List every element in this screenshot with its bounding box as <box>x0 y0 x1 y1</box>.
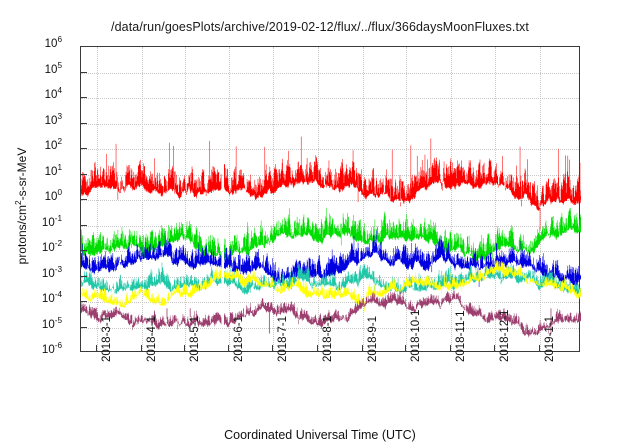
x-axis-tick-label: 2018-9-1 <box>366 315 379 362</box>
y-axis-tick-mark <box>80 97 87 98</box>
y-axis-tick-label: 101 <box>18 163 62 179</box>
x-axis-tick-mark <box>361 345 363 352</box>
x-axis-tick-label: 2018-5-1 <box>188 315 201 362</box>
y-tick-mantissa: 10 <box>44 63 58 76</box>
y-tick-exponent: -1 <box>54 213 62 223</box>
x-axis-tick-mark <box>141 345 142 352</box>
y-tick-exponent: 0 <box>57 188 62 198</box>
y-tick-mantissa: 10 <box>41 267 55 280</box>
y-axis-tick-label: 102 <box>18 138 62 153</box>
y-axis-tick-mark <box>80 326 87 328</box>
x-axis-tick-label: 2018-10-1 <box>410 309 422 362</box>
y-axis-tick-label: 103 <box>18 112 62 128</box>
x-axis-tick-label: 2018-12-1 <box>499 309 511 362</box>
y-tick-mantissa: 10 <box>44 38 58 50</box>
y-axis-tick-mark <box>80 173 87 175</box>
x-axis-tick-mark <box>183 345 185 352</box>
x-axis-tick-label: 2018-8-1 <box>321 315 334 362</box>
y-tick-exponent: 4 <box>57 86 62 96</box>
y-tick-mantissa: 10 <box>44 191 58 203</box>
y-tick-mantissa: 10 <box>41 293 55 305</box>
y-tick-mantissa: 10 <box>44 114 58 127</box>
flux-traces-canvas <box>81 47 581 353</box>
x-axis-tick-label: 2018-4-1 <box>146 315 158 362</box>
y-tick-exponent: 6 <box>57 35 62 45</box>
y-tick-mantissa: 10 <box>44 140 58 152</box>
y-axis-tick-label: 105 <box>18 61 62 77</box>
y-axis-tick-label: 104 <box>18 87 62 102</box>
y-axis-tick-mark <box>80 250 87 251</box>
x-axis-tick-mark <box>96 345 97 352</box>
y-axis-tick-mark <box>80 71 87 73</box>
page-title: /data/run/goesPlots/archive/2019-02-12/f… <box>111 20 529 34</box>
x-axis-title: Coordinated Universal Time (UTC) <box>224 428 416 442</box>
x-axis-tick-label: 2018-7-1 <box>276 315 289 362</box>
x-axis-tick-mark <box>539 345 540 352</box>
y-tick-mantissa: 10 <box>44 165 58 178</box>
y-tick-exponent: -4 <box>54 290 62 300</box>
y-axis-tick-label: 10-2 <box>18 240 62 255</box>
x-axis-tick-mark <box>494 345 495 352</box>
y-axis-tick-label: 10-4 <box>18 291 62 306</box>
plot-frame <box>80 46 581 353</box>
x-axis-tick-label: 2018-11-1 <box>455 310 467 362</box>
y-axis-tick-label: 10-3 <box>18 265 62 281</box>
x-axis-tick-mark <box>271 345 273 352</box>
y-axis-tick-label: 106 <box>18 36 62 51</box>
y-tick-exponent: -5 <box>54 315 62 325</box>
y-axis-tick-label: 10-1 <box>18 214 62 230</box>
y-tick-mantissa: 10 <box>41 344 55 356</box>
x-axis-tick-mark <box>316 345 318 352</box>
y-axis-title-base: protons/cm <box>15 205 29 265</box>
y-axis-tick-mark <box>80 122 87 124</box>
x-axis-tick-label: 2018-6-1 <box>233 315 245 362</box>
y-tick-exponent: 5 <box>57 60 62 70</box>
y-axis-tick-label: 100 <box>18 189 62 204</box>
y-axis-tick-label: 10-6 <box>18 342 62 357</box>
y-tick-exponent: -2 <box>54 239 62 249</box>
y-axis-tick-label: 10-5 <box>18 316 62 332</box>
y-tick-exponent: -6 <box>54 341 62 351</box>
y-tick-mantissa: 10 <box>41 242 55 254</box>
y-tick-exponent: -3 <box>54 264 62 274</box>
x-axis-tick-mark <box>450 345 451 352</box>
y-tick-exponent: 3 <box>57 111 62 121</box>
y-axis-tick-mark <box>80 148 87 149</box>
x-axis-tick-mark <box>228 345 229 352</box>
y-axis-tick-mark <box>80 301 87 302</box>
y-tick-exponent: 1 <box>57 162 62 172</box>
y-tick-exponent: 2 <box>57 137 62 147</box>
x-axis-tick-label: 2019-1-1 <box>544 315 556 362</box>
y-tick-mantissa: 10 <box>44 89 58 101</box>
x-axis-tick-mark <box>405 345 406 352</box>
y-tick-mantissa: 10 <box>41 216 55 229</box>
y-axis-tick-mark <box>80 199 87 200</box>
y-tick-mantissa: 10 <box>41 318 55 331</box>
y-axis-tick-mark <box>80 275 87 277</box>
y-axis-tick-mark <box>80 224 87 226</box>
x-axis-tick-label: 2018-3-1 <box>101 315 113 362</box>
